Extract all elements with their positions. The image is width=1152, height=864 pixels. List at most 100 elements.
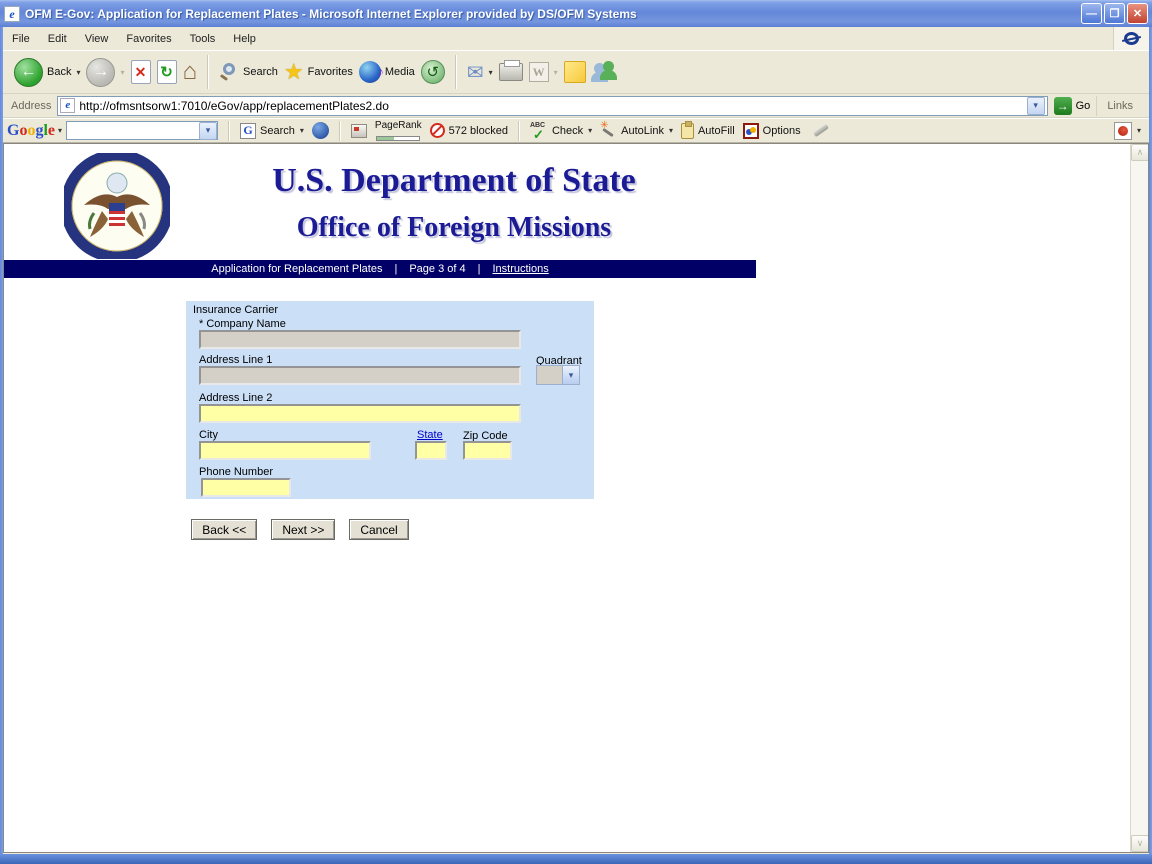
standard-toolbar: ← Back ▾ → ▾ ✕ ↻ ⌂ Search ★ Favorites ♪ … <box>3 50 1149 94</box>
scroll-down-icon[interactable]: ∨ <box>1131 835 1148 852</box>
print-button[interactable] <box>496 60 526 83</box>
back-dropdown-icon[interactable]: ▾ <box>76 67 81 77</box>
address-url[interactable]: http://ofmsntsorw1:7010/eGov/app/replace… <box>79 98 389 113</box>
edit-with-word-button[interactable]: W ▾ <box>526 60 561 84</box>
company-name-label: * Company Name <box>199 318 286 330</box>
forward-icon: → <box>86 57 116 87</box>
google-g-icon: G <box>240 122 257 139</box>
window-border-left <box>0 27 3 864</box>
go-arrow-icon: → <box>1053 96 1072 115</box>
menu-edit[interactable]: Edit <box>47 32 67 45</box>
form-buttons-row: Back << Next >> Cancel <box>4 519 596 540</box>
state-field[interactable] <box>415 441 447 460</box>
title-bar: e OFM E-Gov: Application for Replacement… <box>0 0 1152 27</box>
pagerank-indicator[interactable]: PageRank <box>371 120 426 141</box>
refresh-button[interactable]: ↻ <box>154 58 180 86</box>
company-name-field <box>199 330 521 349</box>
popup-blocked-button[interactable]: 572 blocked <box>426 123 512 138</box>
news-button[interactable] <box>347 123 371 138</box>
favorites-button[interactable]: ★ Favorites <box>283 59 353 84</box>
links-toolbar-label[interactable]: Links <box>1096 95 1147 116</box>
page-title: U.S. Department of State <box>272 162 636 199</box>
minimize-button[interactable]: — <box>1081 3 1102 24</box>
back-page-button[interactable]: Back << <box>191 519 258 540</box>
messenger-people-icon <box>590 61 618 83</box>
media-globe-icon: ♪ <box>358 61 384 83</box>
home-button[interactable]: ⌂ <box>180 59 201 85</box>
autolink-wand-icon: ✳ <box>600 120 617 139</box>
city-label: City <box>199 429 218 441</box>
quadrant-select[interactable]: ▾ <box>536 365 580 385</box>
autofill-button[interactable]: AutoFill <box>677 120 739 139</box>
print-icon <box>498 60 523 81</box>
google-logo-dropdown-icon[interactable]: ▾ <box>58 126 63 135</box>
adobe-dropdown-icon[interactable]: ▾ <box>1136 126 1141 135</box>
media-button[interactable]: ♪ Media <box>356 59 418 85</box>
zip-code-field[interactable] <box>463 441 512 460</box>
highlighter-button[interactable] <box>805 123 837 138</box>
search-button[interactable]: Search <box>216 59 281 85</box>
page-subtitle: Office of Foreign Missions <box>296 212 612 243</box>
back-button[interactable]: ← Back ▾ <box>11 56 83 89</box>
autolink-dropdown-icon[interactable]: ▾ <box>668 126 673 135</box>
instructions-link[interactable]: Instructions <box>492 263 549 275</box>
messenger-button[interactable] <box>589 59 621 85</box>
google-globe-button[interactable] <box>308 122 333 139</box>
google-search-dropdown-icon[interactable]: ▾ <box>199 121 218 140</box>
forward-button[interactable]: → ▾ <box>83 56 127 89</box>
address-dropdown-icon[interactable]: ▾ <box>1026 96 1045 115</box>
next-page-button[interactable]: Next >> <box>271 519 336 540</box>
search-icon <box>219 61 239 83</box>
state-link[interactable]: State <box>417 429 443 441</box>
quadrant-dropdown-icon[interactable]: ▾ <box>562 366 579 384</box>
spellcheck-dropdown-icon[interactable]: ▾ <box>588 126 593 135</box>
discuss-note-button[interactable] <box>561 59 589 85</box>
menu-favorites[interactable]: Favorites <box>126 32 172 45</box>
vertical-scrollbar[interactable]: ∧ ∨ <box>1130 144 1148 852</box>
popup-blocker-icon <box>429 123 445 138</box>
google-logo[interactable]: Google <box>7 121 56 139</box>
googlebar-separator <box>338 120 341 141</box>
favorites-star-icon: ★ <box>283 59 304 84</box>
address-line2-label: Address Line 2 <box>199 392 273 404</box>
close-button[interactable]: ✕ <box>1127 3 1148 24</box>
history-button[interactable]: ↺ <box>418 58 448 86</box>
cancel-button[interactable]: Cancel <box>349 519 409 540</box>
phone-number-field[interactable] <box>201 478 291 497</box>
menu-help[interactable]: Help <box>233 32 256 45</box>
mail-dropdown-icon[interactable]: ▾ <box>488 67 493 77</box>
options-button[interactable]: Options <box>739 122 805 139</box>
spellcheck-button[interactable]: ABC ✓ Check ▾ <box>529 121 593 142</box>
word-icon: W <box>528 62 549 82</box>
address-line2-field[interactable] <box>199 404 521 423</box>
department-of-state-seal <box>64 153 170 259</box>
history-icon: ↺ <box>420 60 445 84</box>
nav-separator: | <box>477 263 481 275</box>
word-dropdown-icon: ▾ <box>553 67 558 77</box>
address-input[interactable]: e http://ofmsntsorw1:7010/eGov/app/repla… <box>57 95 1048 116</box>
google-search-input[interactable]: ▾ <box>66 121 219 140</box>
refresh-icon: ↻ <box>156 60 177 84</box>
city-field[interactable] <box>199 441 371 460</box>
stop-button[interactable]: ✕ <box>128 58 154 86</box>
scroll-up-icon[interactable]: ∧ <box>1131 144 1148 161</box>
back-icon: ← <box>14 57 43 87</box>
mail-icon: ✉ <box>466 61 484 84</box>
google-search-button[interactable]: G Search ▾ <box>236 122 308 139</box>
mail-button[interactable]: ✉ ▾ <box>464 58 496 87</box>
go-button[interactable]: → Go <box>1048 96 1097 115</box>
menu-tools[interactable]: Tools <box>189 32 216 45</box>
adobe-toolbar-button[interactable]: ▾ <box>1110 121 1145 140</box>
window-border-bottom <box>0 854 1152 864</box>
ie-page-icon: e <box>60 98 76 113</box>
menu-view[interactable]: View <box>84 32 109 45</box>
autolink-button[interactable]: ✳ AutoLink ▾ <box>600 119 673 139</box>
insurance-carrier-form: Insurance Carrier * Company Name Address… <box>186 301 594 499</box>
google-search-button-dropdown-icon[interactable]: ▾ <box>299 126 304 135</box>
google-toolbar: Google ▾ ▾ G Search ▾ PageRank 572 block… <box>3 118 1149 143</box>
restore-button[interactable]: ❐ <box>1104 3 1125 24</box>
highlighter-pen-icon <box>812 123 829 138</box>
menu-file[interactable]: File <box>12 32 30 45</box>
sticky-note-icon <box>563 61 586 83</box>
